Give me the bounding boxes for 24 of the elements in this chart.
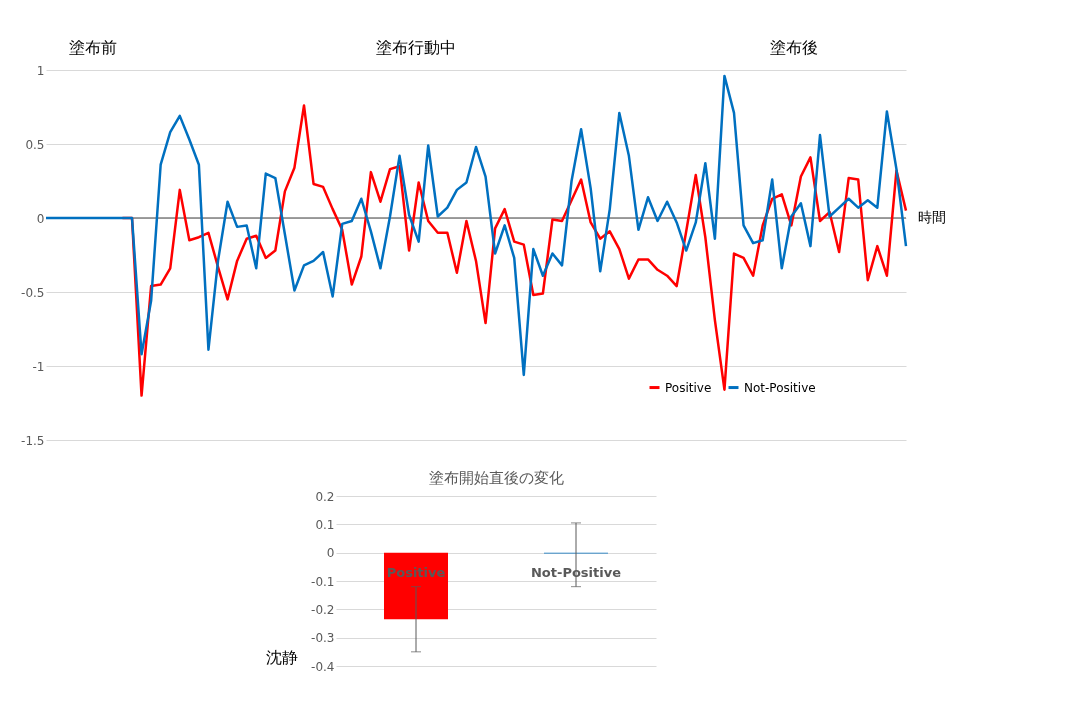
chart-title: 塗布開始直後の変化 bbox=[428, 469, 564, 487]
category-label: Not-Positive bbox=[530, 564, 622, 580]
line-series bbox=[44, 74, 908, 377]
text: 塗布前 bbox=[69, 38, 118, 57]
y-tick-label: -0.5 bbox=[21, 285, 45, 300]
y-tick-label: -1 bbox=[32, 359, 45, 374]
text: 塗布行動中 bbox=[375, 38, 456, 57]
y-tick-label: 0.2 bbox=[315, 489, 335, 504]
y-tick-label: 0.1 bbox=[315, 517, 335, 532]
y-tick-label: 0 bbox=[326, 546, 335, 561]
y-tick-label: 1 bbox=[36, 63, 45, 78]
y-tick-label: 0.5 bbox=[25, 137, 45, 152]
text: 塗布後 bbox=[770, 38, 819, 57]
text: 沈静 bbox=[266, 648, 298, 667]
y-tick-label: -0.4 bbox=[311, 659, 335, 674]
y-tick-label: -0.1 bbox=[311, 574, 335, 589]
y-tick-label: -0.2 bbox=[311, 602, 335, 617]
y-tick-label: 0 bbox=[36, 211, 45, 226]
y-tick-label: -1.5 bbox=[21, 433, 45, 448]
legend-label: Positive bbox=[665, 380, 712, 395]
y-tick-label: -0.3 bbox=[311, 631, 335, 646]
category-label: Positive bbox=[386, 564, 446, 580]
legend-label: Not-Positive bbox=[744, 380, 816, 395]
x-axis-title: 時間 bbox=[918, 209, 946, 225]
